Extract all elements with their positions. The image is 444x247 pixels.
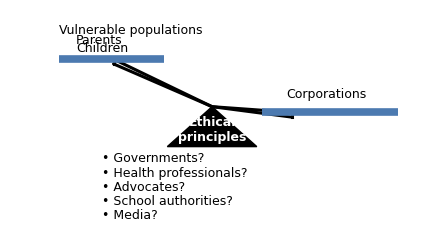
Polygon shape (167, 107, 257, 147)
Text: • School authorities?: • School authorities? (102, 195, 233, 208)
Text: • Media?: • Media? (102, 209, 158, 222)
Text: Ethical
principles: Ethical principles (178, 116, 246, 144)
Text: • Governments?: • Governments? (102, 152, 204, 165)
Text: • Health professionals?: • Health professionals? (102, 166, 247, 180)
Text: Parents: Parents (76, 34, 123, 47)
Text: Children: Children (76, 42, 128, 55)
Text: Corporations: Corporations (286, 88, 366, 101)
Text: • Advocates?: • Advocates? (102, 181, 185, 194)
Text: Vulnerable populations: Vulnerable populations (59, 24, 202, 37)
